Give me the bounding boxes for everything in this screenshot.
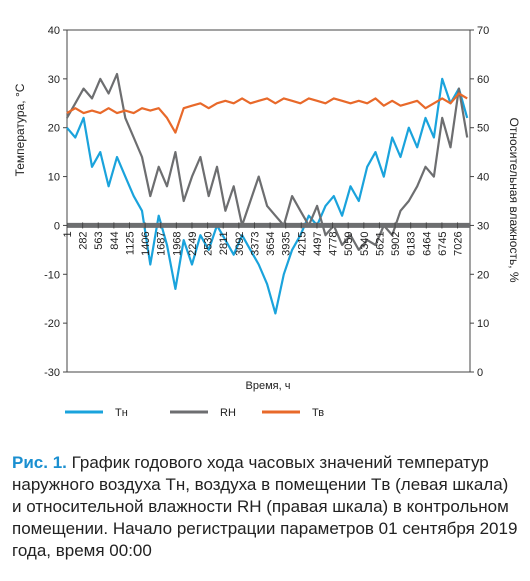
x-axis-title: Время, ч (246, 380, 291, 392)
legend-label: Тв (312, 407, 324, 419)
x-tick-label: 3092 (234, 231, 246, 255)
y-axis-title: Температура, °С (13, 83, 27, 176)
y2-tick-label: 50 (477, 123, 489, 135)
y2-tick-label: 70 (477, 25, 489, 37)
caption: Рис. 1. График годового хода часовых зна… (12, 452, 522, 562)
x-tick-label: 4778 (328, 231, 340, 255)
x-tick-label: 4497 (312, 231, 324, 255)
series-line (65, 72, 469, 251)
caption-label: Рис. 1. (12, 453, 67, 472)
x-tick-label: 1125 (124, 231, 136, 255)
x-tick-label: 3654 (265, 231, 277, 255)
y2-tick-label: 60 (477, 74, 489, 86)
x-tick-label: 2530 (203, 231, 215, 255)
x-tick-label: 282 (78, 231, 90, 249)
x-tick-label: 1968 (171, 231, 183, 255)
x-tick-label: 5059 (343, 231, 355, 255)
x-tick-label: 7026 (453, 231, 465, 255)
caption-text: График годового хода часовых значений те… (12, 453, 518, 560)
y2-tick-label: 0 (477, 367, 483, 379)
x-tick-label: 5621 (374, 231, 386, 255)
x-tick-label: 5340 (359, 231, 371, 255)
x-tick-label: 6745 (437, 231, 449, 255)
series-line (66, 77, 469, 315)
y2-tick-label: 10 (477, 318, 489, 330)
legend-label: RH (220, 407, 236, 419)
x-tick-label: 1687 (156, 231, 168, 255)
series-line (66, 92, 468, 134)
x-tick-label: 844 (109, 231, 121, 249)
x-tick-label: 563 (93, 231, 105, 249)
y-tick-label: 10 (48, 172, 60, 184)
y2-tick-label: 30 (477, 220, 489, 232)
chart: Температура, °С Относительная влажность,… (13, 25, 521, 419)
x-tick-label: 1406 (140, 231, 152, 255)
y-tick-label: -20 (44, 318, 60, 330)
y-tick-label: 30 (48, 74, 60, 86)
y-tick-label: 0 (54, 220, 60, 232)
y2-axis-title: Относительная влажность, % (507, 117, 521, 282)
y-tick-label: 40 (48, 25, 60, 37)
x-tick-label: 3373 (249, 231, 261, 255)
plot-frame (66, 29, 471, 373)
x-tick-label: 3935 (281, 231, 293, 255)
x-tick-label: 4215 (296, 231, 308, 255)
legend-label: Тн (115, 407, 128, 419)
x-tick-label: 2249 (187, 231, 199, 255)
x-tick-label: 2811 (218, 231, 230, 255)
y-tick-label: -10 (44, 269, 60, 281)
y2-tick-label: 20 (477, 269, 489, 281)
y-tick-label: -30 (44, 367, 60, 379)
x-tick-label: 6464 (421, 231, 433, 255)
x-tick-label: 6183 (406, 231, 418, 255)
y-tick-label: 20 (48, 123, 60, 135)
x-tick-label: 5902 (390, 231, 402, 255)
x-tick-label: 1 (62, 231, 74, 237)
y2-tick-label: 40 (477, 172, 489, 184)
